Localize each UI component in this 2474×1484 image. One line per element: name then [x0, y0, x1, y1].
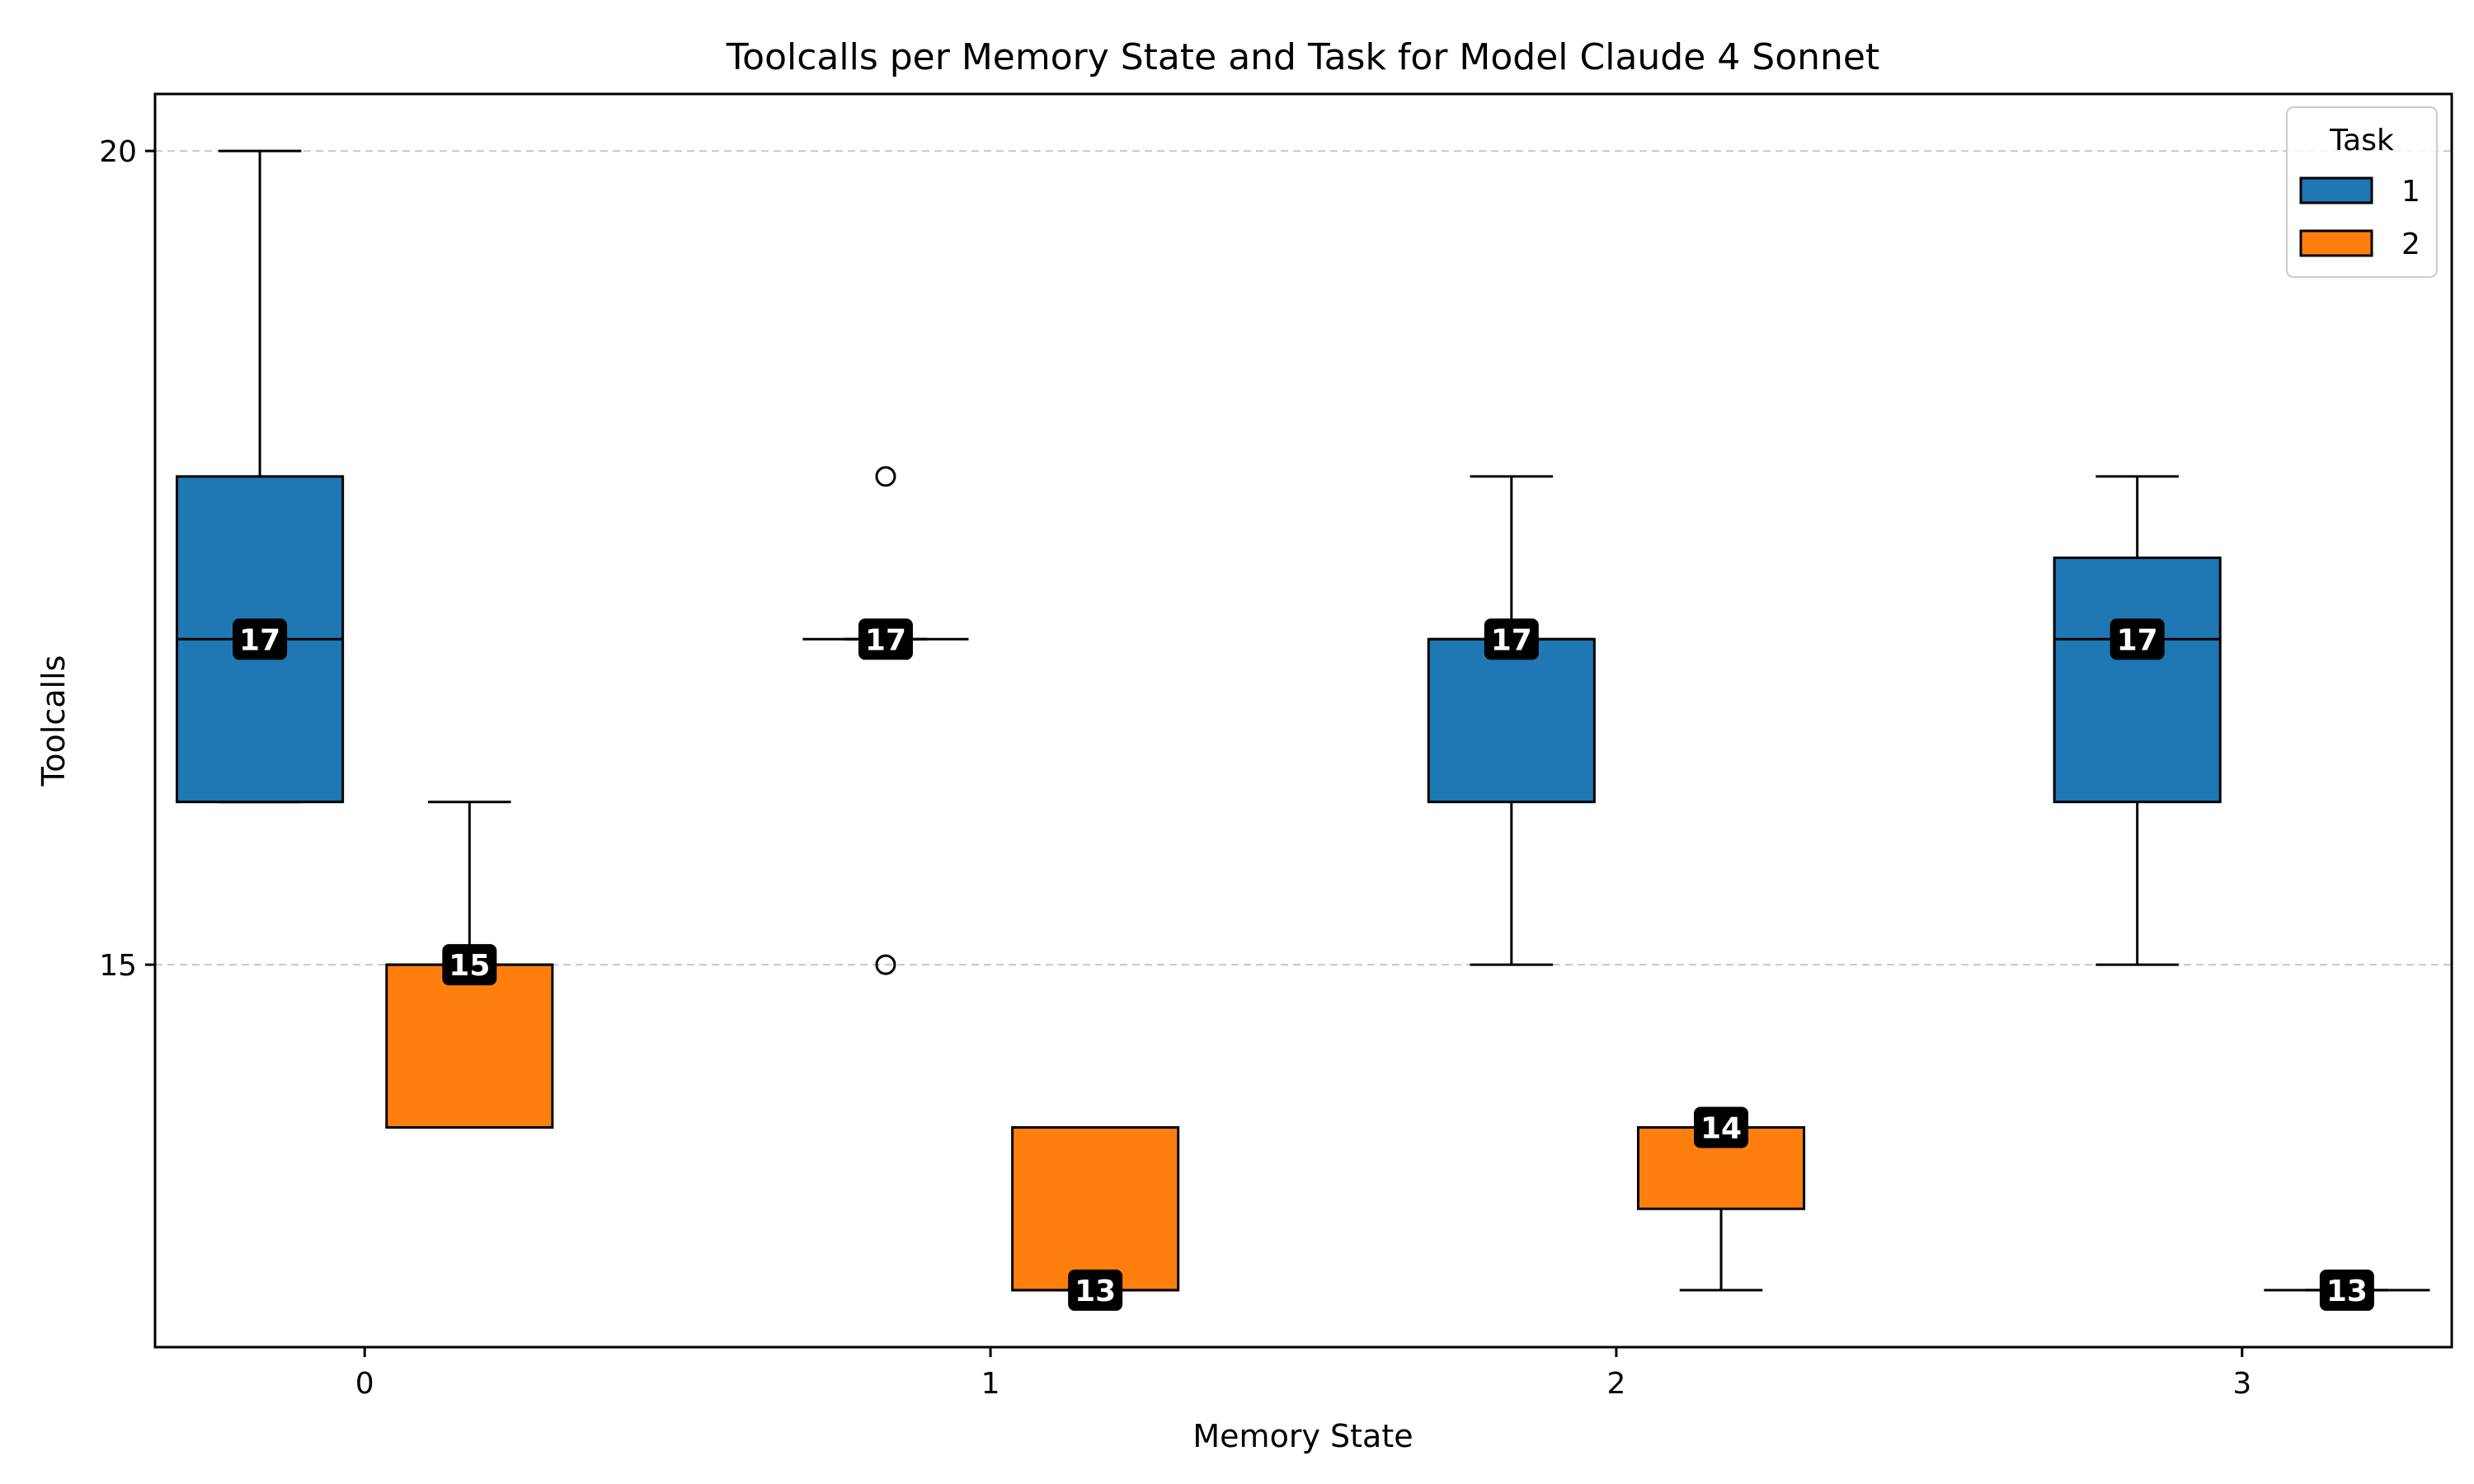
median-label-bg — [858, 618, 913, 660]
median-label-text: 17 — [1491, 623, 1532, 657]
median-label-task-1-state-3: 17 — [2109, 618, 2165, 660]
x-axis: 0 1 2 3 — [355, 1347, 2251, 1401]
box-task-1-state-1 — [802, 466, 969, 975]
median-label-bg — [233, 618, 288, 660]
median-label-bg — [1484, 618, 1539, 660]
outlier-point — [875, 954, 896, 975]
box-task-1-state-2 — [1427, 475, 1596, 966]
median-labels: 17 17 17 17 15 13 14 13 — [233, 618, 2374, 1311]
chart-title: Toolcalls per Memory State and Task for … — [726, 36, 1879, 78]
box-task-1-state-3 — [2053, 475, 2222, 966]
legend-swatch-task-1 — [2299, 176, 2373, 204]
median-label-task-2-state-0: 15 — [442, 944, 497, 986]
median-label-text: 15 — [449, 949, 490, 983]
x-tick-label-2: 2 — [1606, 1367, 1625, 1401]
median-label-text: 17 — [865, 623, 906, 657]
median-label-text: 13 — [1075, 1275, 1116, 1308]
median-label-bg — [2319, 1269, 2374, 1311]
legend-swatch-task-2 — [2299, 229, 2373, 257]
box-iqr — [2053, 556, 2222, 804]
box-iqr — [385, 963, 554, 1129]
median-label-task-2-state-2: 14 — [1694, 1106, 1749, 1148]
legend-label-task-1: 1 — [2401, 175, 2420, 209]
median-label-text: 17 — [239, 623, 280, 657]
x-axis-label: Memory State — [1192, 1418, 1413, 1454]
x-tick-label-0: 0 — [355, 1367, 374, 1401]
box-task-2-state-1 — [1011, 1126, 1180, 1292]
median-label-text: 14 — [1700, 1112, 1742, 1146]
median-label-task-2-state-3: 13 — [2319, 1269, 2374, 1311]
y-axis-label: Toolcalls — [35, 655, 72, 787]
x-tick-label-1: 1 — [981, 1367, 1000, 1401]
median-label-text: 13 — [2326, 1275, 2368, 1308]
median-label-task-1-state-2: 17 — [1484, 618, 1539, 660]
median-label-task-2-state-1: 13 — [1068, 1269, 1123, 1311]
median-label-bg — [1068, 1269, 1123, 1311]
box-task-1-state-0 — [176, 149, 345, 804]
median-label-text: 17 — [2117, 623, 2158, 657]
median-label-task-1-state-0: 17 — [233, 618, 288, 660]
legend-label-task-2: 2 — [2401, 228, 2420, 261]
legend-title: Task — [2329, 124, 2394, 157]
median-label-task-1-state-1: 17 — [858, 618, 913, 660]
box-plots — [176, 149, 2430, 1292]
plot-area-frame — [153, 92, 2453, 1349]
legend: Task 1 2 — [2286, 106, 2438, 278]
x-tick-label-3: 3 — [2232, 1367, 2251, 1401]
median-label-bg — [2109, 618, 2165, 660]
box-iqr — [1011, 1126, 1180, 1292]
median-label-bg — [1694, 1106, 1749, 1148]
y-tick-label-20: 20 — [99, 135, 137, 169]
median-label-bg — [442, 944, 497, 986]
y-tick-label-15: 15 — [99, 949, 137, 983]
box-task-2-state-2 — [1636, 1126, 1806, 1292]
outlier-point — [875, 466, 896, 487]
box-task-2-state-0 — [385, 801, 554, 1129]
box-iqr — [1427, 637, 1596, 804]
